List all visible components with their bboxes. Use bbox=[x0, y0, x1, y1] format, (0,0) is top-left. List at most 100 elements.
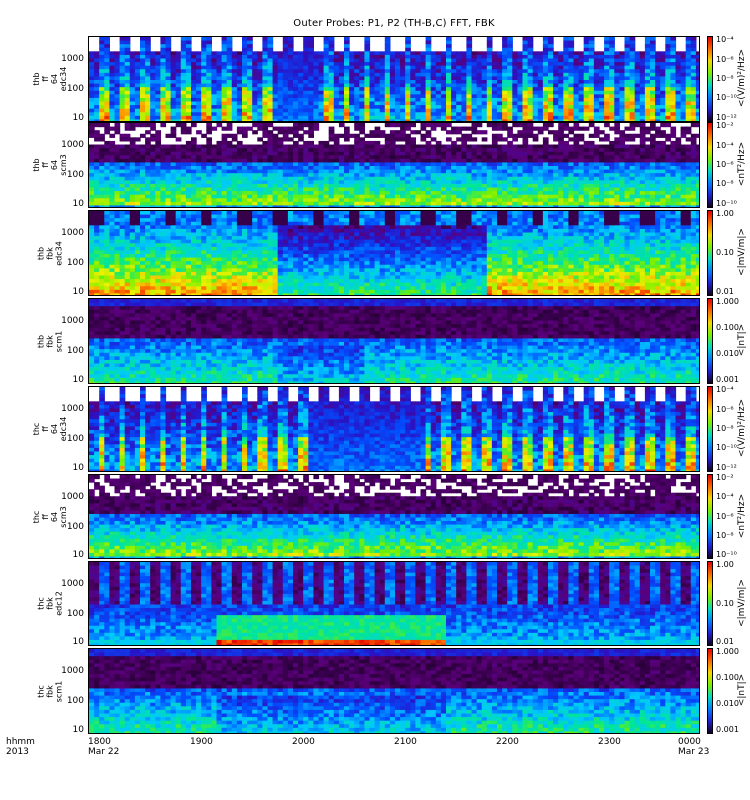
heatmap-cell bbox=[604, 201, 610, 207]
heatmap-cell bbox=[104, 112, 110, 117]
heatmap-cell bbox=[685, 40, 692, 45]
heatmap-cell bbox=[104, 126, 110, 131]
heatmap-cell bbox=[298, 137, 304, 142]
heatmap-cell bbox=[568, 130, 575, 135]
heatmap-cell bbox=[252, 62, 258, 67]
heatmap-cell bbox=[593, 76, 600, 81]
heatmap-cell bbox=[670, 51, 677, 56]
heatmap-cell bbox=[420, 112, 427, 117]
heatmap-cell bbox=[379, 87, 386, 92]
heatmap-cell bbox=[389, 173, 396, 178]
heatmap-cell bbox=[201, 133, 207, 138]
heatmap-cell bbox=[548, 105, 554, 110]
heatmap-cell bbox=[553, 101, 559, 106]
heatmap-cell bbox=[262, 105, 269, 110]
heatmap-cell bbox=[568, 176, 575, 181]
heatmap-cell bbox=[242, 187, 248, 192]
heatmap-cell bbox=[440, 51, 447, 56]
heatmap-cell bbox=[99, 133, 105, 138]
heatmap-cell bbox=[425, 51, 432, 56]
heatmap-cell bbox=[129, 198, 136, 203]
heatmap-cell bbox=[104, 90, 110, 95]
heatmap-cell bbox=[481, 115, 488, 121]
heatmap-cell bbox=[226, 205, 233, 207]
heatmap-cell bbox=[425, 65, 432, 70]
heatmap-cell bbox=[140, 58, 146, 63]
heatmap-cell bbox=[634, 87, 641, 92]
heatmap-cell bbox=[119, 40, 126, 45]
heatmap-cell bbox=[466, 119, 473, 121]
heatmap-cell bbox=[231, 51, 238, 56]
heatmap-cell bbox=[216, 119, 223, 121]
heatmap-cell bbox=[216, 166, 223, 171]
heatmap-cell bbox=[685, 65, 692, 70]
heatmap-cell bbox=[690, 72, 697, 78]
heatmap-cell bbox=[476, 155, 483, 160]
heatmap-cell bbox=[502, 83, 508, 88]
heatmap-cell bbox=[578, 65, 585, 70]
heatmap-cell bbox=[114, 119, 121, 121]
heatmap-cell bbox=[665, 108, 671, 113]
heatmap-cell bbox=[282, 97, 289, 103]
heatmap-cell bbox=[614, 65, 620, 70]
heatmap-cell bbox=[660, 58, 666, 63]
heatmap-cell bbox=[670, 54, 677, 60]
heatmap-cell bbox=[180, 169, 187, 174]
heatmap-cell bbox=[247, 191, 253, 196]
heatmap-cell bbox=[211, 162, 218, 167]
heatmap-cell bbox=[374, 126, 381, 131]
heatmap-cell bbox=[231, 148, 238, 153]
heatmap-cell bbox=[349, 198, 355, 203]
heatmap-cell bbox=[221, 180, 228, 185]
heatmap-cell bbox=[379, 80, 386, 85]
heatmap-cell bbox=[170, 151, 177, 156]
heatmap-cell bbox=[196, 72, 202, 78]
heatmap-cell bbox=[318, 183, 325, 189]
heatmap-cell bbox=[451, 162, 457, 167]
heatmap-cell bbox=[675, 87, 682, 92]
heatmap-cell bbox=[563, 201, 569, 207]
heatmap-cell bbox=[272, 201, 279, 207]
heatmap-cell bbox=[670, 44, 677, 49]
heatmap-cell bbox=[456, 51, 462, 56]
heatmap-cell bbox=[247, 54, 253, 60]
heatmap-cell bbox=[359, 69, 365, 74]
heatmap-cell bbox=[191, 169, 197, 174]
heatmap-cell bbox=[242, 65, 248, 70]
heatmap-cell bbox=[262, 176, 269, 181]
heatmap-cell bbox=[145, 47, 151, 52]
heatmap-cell bbox=[99, 40, 105, 45]
heatmap-cell bbox=[650, 112, 656, 117]
heatmap-cell bbox=[522, 47, 529, 52]
heatmap-cell bbox=[257, 123, 263, 128]
heatmap-cell bbox=[548, 198, 554, 203]
heatmap-cell bbox=[660, 62, 666, 67]
heatmap-cell bbox=[191, 80, 197, 85]
heatmap-cell bbox=[221, 194, 228, 199]
heatmap-cell bbox=[89, 183, 95, 189]
heatmap-cell bbox=[99, 166, 105, 171]
heatmap-cell bbox=[344, 54, 350, 60]
heatmap-cell bbox=[568, 51, 575, 56]
heatmap-cell bbox=[461, 183, 467, 189]
heatmap-cell bbox=[185, 44, 192, 49]
heatmap-cell bbox=[262, 112, 269, 117]
heatmap-cell bbox=[226, 44, 233, 49]
heatmap-cell bbox=[425, 105, 432, 110]
heatmap-cell bbox=[185, 166, 192, 171]
heatmap-cell bbox=[400, 137, 406, 142]
heatmap-cell bbox=[338, 187, 345, 192]
heatmap-cell bbox=[527, 90, 534, 95]
heatmap-cell bbox=[624, 194, 631, 199]
heatmap-cell bbox=[267, 144, 274, 149]
heatmap-cell bbox=[650, 151, 656, 156]
heatmap-cell bbox=[160, 166, 167, 171]
heatmap-cell bbox=[379, 191, 386, 196]
heatmap-cell bbox=[563, 176, 569, 181]
heatmap-cell bbox=[216, 191, 223, 196]
heatmap-cell bbox=[196, 191, 202, 196]
heatmap-cell bbox=[140, 72, 146, 78]
heatmap-cell bbox=[644, 155, 651, 160]
heatmap-cell bbox=[583, 187, 590, 192]
heatmap-cell bbox=[476, 101, 483, 106]
